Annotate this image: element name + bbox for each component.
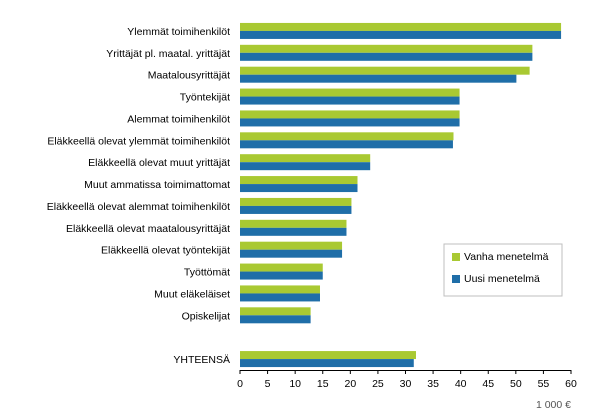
bar-uusi-11 xyxy=(240,271,323,280)
category-label: Ylemmät toimihenkilöt xyxy=(127,26,230,38)
bar-vanha-12 xyxy=(240,285,320,294)
x-tick-label: 25 xyxy=(372,378,384,390)
bar-uusi-1 xyxy=(240,52,533,61)
category-label: Työntekijät xyxy=(180,92,230,104)
category-label: YHTEENSÄ xyxy=(173,354,230,366)
x-tick-label: 45 xyxy=(482,378,494,390)
bar-vanha-0 xyxy=(240,22,562,31)
category-label: Yrittäjät pl. maatal. yrittäjät xyxy=(106,48,230,60)
category-labels: Ylemmät toimihenkilöt Yrittäjät pl. maata… xyxy=(47,26,230,366)
bar-uusi-9 xyxy=(240,227,347,236)
bar-vanha-10 xyxy=(240,241,343,250)
bar-uusi-4 xyxy=(240,118,460,127)
category-label: Eläkkeellä olevat muut yrittäjät xyxy=(88,157,230,169)
x-tick-label: 50 xyxy=(510,378,522,390)
bar-vanha-8 xyxy=(240,197,352,206)
bar-vanha-7 xyxy=(240,176,358,185)
x-tick-label: 10 xyxy=(289,378,301,390)
bar-vanha-9 xyxy=(240,219,347,228)
bar-uusi-13 xyxy=(240,315,311,324)
category-label: Eläkkeellä olevat maatalousyrittäjät xyxy=(66,223,230,235)
bar-uusi-12 xyxy=(240,293,320,302)
x-tick-label: 15 xyxy=(317,378,329,390)
category-label: Eläkkeellä olevat alemmat toimihenkilöt xyxy=(47,201,230,213)
x-tick-label: 5 xyxy=(265,378,271,390)
bar-uusi-8 xyxy=(240,205,352,214)
bar-vanha-5 xyxy=(240,132,454,141)
bar-uusi-10 xyxy=(240,249,343,258)
bar-uusi-0 xyxy=(240,30,562,39)
bar-vanha-4 xyxy=(240,110,460,119)
x-tick-label: 60 xyxy=(565,378,577,390)
bar-vanha-15 xyxy=(240,351,416,360)
legend-swatch-vanha xyxy=(452,253,460,261)
bar-uusi-6 xyxy=(240,162,371,171)
category-label: Alemmat toimihenkilöt xyxy=(127,113,230,125)
unit-label: 1 000 € xyxy=(536,399,571,411)
category-label: Opiskelijat xyxy=(182,310,231,322)
x-tick-label: 0 xyxy=(237,378,243,390)
x-tick-label: 55 xyxy=(538,378,550,390)
category-label: Eläkkeellä olevat työntekijät xyxy=(101,245,230,257)
x-tick-label: 35 xyxy=(427,378,439,390)
bar-vanha-3 xyxy=(240,88,460,97)
bar-vanha-13 xyxy=(240,307,311,316)
category-label: Eläkkeellä olevat ylemmät toimihenkilöt xyxy=(47,135,230,147)
x-tick-label: 20 xyxy=(344,378,356,390)
legend-label-vanha: Vanha menetelmä xyxy=(464,251,549,263)
bars-group xyxy=(240,22,562,368)
bar-uusi-2 xyxy=(240,74,517,83)
bar-vanha-2 xyxy=(240,66,530,75)
legend-box xyxy=(443,243,563,297)
bar-vanha-6 xyxy=(240,154,371,163)
category-label: Maatalousyrittäjät xyxy=(148,70,230,82)
bar-vanha-11 xyxy=(240,263,323,272)
x-tick-label: 30 xyxy=(400,378,412,390)
legend-label-uusi: Uusi menetelmä xyxy=(464,273,540,285)
category-label: Muut eläkeläiset xyxy=(154,288,230,300)
legend-swatch-uusi xyxy=(452,275,460,283)
bar-uusi-3 xyxy=(240,96,460,105)
category-label: Työttömät xyxy=(184,267,230,279)
x-ticks: 0 5 10 15 20 25 30 35 40 45 50 55 60 xyxy=(237,370,577,390)
legend: Vanha menetelmä Uusi menetelmä xyxy=(443,243,563,297)
bar-vanha-1 xyxy=(240,44,533,53)
bar-uusi-7 xyxy=(240,184,358,193)
bar-uusi-5 xyxy=(240,140,453,149)
x-tick-label: 40 xyxy=(455,378,467,390)
category-label: Muut ammatissa toimimattomat xyxy=(84,179,230,191)
bar-uusi-15 xyxy=(240,359,414,368)
